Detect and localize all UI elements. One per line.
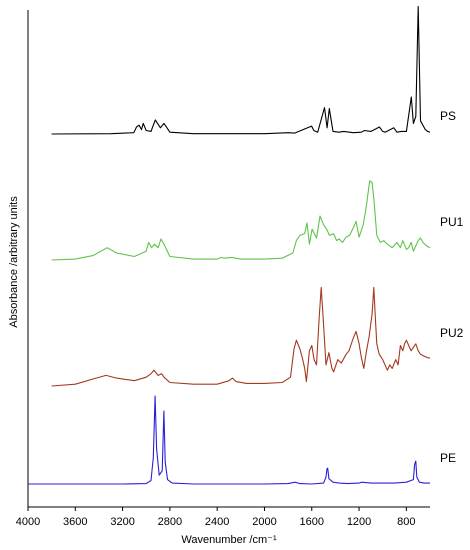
series-label-pe: PE: [440, 451, 456, 465]
x-tick-label: 2000: [252, 516, 276, 528]
x-tick-label: 4000: [16, 516, 40, 528]
x-tick-label: 2400: [205, 516, 229, 528]
x-tick-label: 800: [397, 516, 415, 528]
series-line-pu2: [51, 286, 430, 387]
x-tick-label: 3200: [110, 516, 134, 528]
x-tick-label: 1600: [300, 516, 324, 528]
x-axis-title: Wavenumber /cm⁻¹: [181, 534, 277, 546]
y-axis-title: Absorbance /arbitrary units: [8, 196, 20, 328]
series-line-ps: [51, 5, 431, 135]
series-label-ps: PS: [440, 109, 456, 123]
series-line-pe: [28, 395, 430, 485]
series-labels: PS PU1 PU2 PE: [440, 109, 464, 465]
x-tick-label: 1200: [347, 516, 371, 528]
series-line-pu1: [51, 180, 431, 261]
series-label-pu1: PU1: [440, 215, 464, 229]
x-axis-ticks: 4000 3600 3200 2800 2400 2000 1600 1200 800: [16, 507, 416, 528]
spectra-traces: [28, 5, 431, 485]
axes: [27, 10, 430, 508]
x-tick-label: 3600: [63, 516, 87, 528]
x-tick-label: 2800: [158, 516, 182, 528]
series-label-pu2: PU2: [440, 326, 464, 340]
